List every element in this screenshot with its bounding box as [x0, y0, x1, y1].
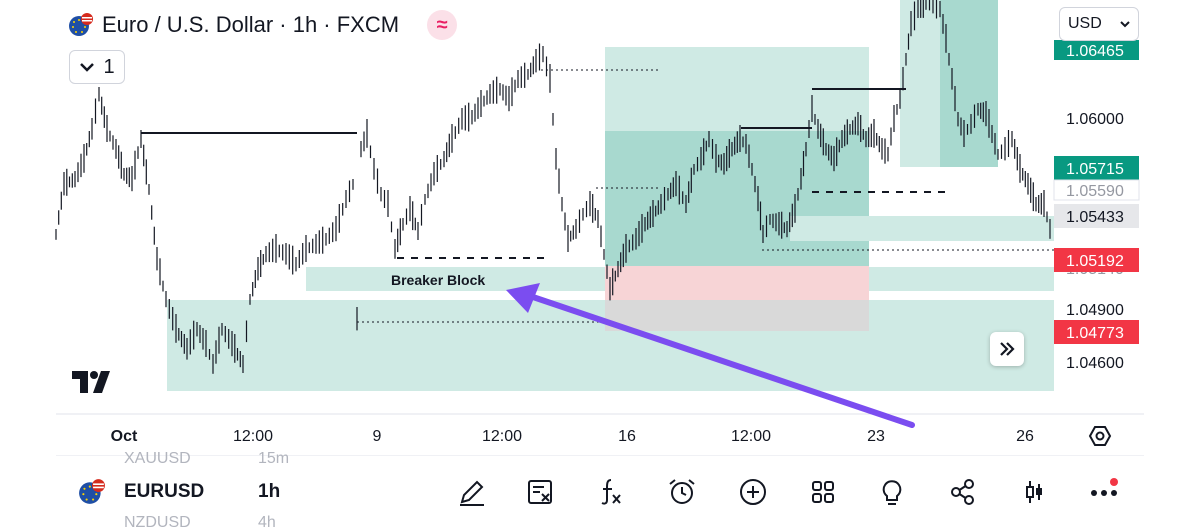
scroll-to-realtime-button[interactable] [990, 332, 1024, 366]
active-interval[interactable]: 1h [258, 481, 281, 502]
time-label-1200-a: 12:00 [233, 428, 273, 445]
annotation-arrow-head [506, 283, 540, 313]
function-icon [601, 479, 621, 505]
breaker-block-label: Breaker Block [391, 272, 485, 288]
candlestick-icon [1026, 481, 1042, 503]
clear-drawings-icon [528, 480, 552, 504]
long-position-stop-zone [605, 266, 869, 300]
indicator-collapse-button[interactable]: 1 [69, 50, 125, 84]
market-status-icon[interactable]: ≈ [427, 10, 458, 40]
ghost-symbol-top: XAUUSD [124, 450, 191, 467]
price-badge-2: 1.05715 [1066, 161, 1124, 178]
pencil-icon [460, 480, 484, 506]
tradingview-logo-icon [72, 371, 110, 393]
alert-icon [669, 479, 695, 504]
price-badge-6-bg [1054, 320, 1139, 344]
ghost-interval-top: 15m [258, 450, 290, 467]
chart-settings-icon[interactable] [1088, 426, 1112, 446]
remove-drawings-button[interactable] [522, 474, 558, 510]
time-label-16: 16 [618, 428, 636, 445]
ghost-interval-bottom: 4h [258, 514, 276, 527]
time-label-23: 23 [867, 428, 885, 445]
eurusd-flag-icon [79, 479, 105, 504]
time-label-oct: Oct [111, 428, 138, 445]
price-label-2: 1.04900 [1066, 302, 1124, 319]
upper-right-zone-light [900, 0, 940, 167]
chevron-down-icon [80, 63, 95, 72]
chart-header[interactable]: Euro / U.S. Dollar · 1h · FXCM ≈ [68, 10, 458, 40]
neutral-zone [605, 300, 869, 331]
right-band [790, 216, 1054, 241]
eurusd-flag-icon [69, 13, 93, 36]
active-symbol[interactable]: EURUSD 1h [78, 478, 280, 506]
time-label-1200-b: 12:00 [482, 428, 522, 445]
price-candles [55, 0, 1051, 374]
add-icon [740, 479, 766, 505]
ideas-button[interactable] [874, 474, 910, 510]
layout-grid-icon [812, 481, 834, 503]
price-badge-4: 1.05433 [1066, 209, 1124, 226]
time-label-26: 26 [1016, 428, 1034, 445]
share-button[interactable] [945, 474, 981, 510]
ghost-symbol-bottom: NZDUSD [124, 514, 191, 527]
double-chevron-right-icon [1000, 342, 1015, 356]
price-label-1: 1.06000 [1066, 111, 1124, 128]
price-label-3: 1.04600 [1066, 355, 1124, 372]
price-badge-3: 1.05590 [1066, 183, 1124, 200]
price-badge-1-bg [1054, 40, 1139, 60]
price-badge-2-bg [1054, 156, 1139, 180]
more-icon [1091, 490, 1117, 496]
price-badge-3-bg [1053, 179, 1140, 201]
price-badge-4-bg [1054, 204, 1139, 228]
chevron-down-icon [1120, 20, 1130, 27]
price-badge-5-bg [1054, 248, 1139, 272]
active-symbol-name: EURUSD [124, 481, 205, 502]
indicator-count: 1 [103, 55, 115, 78]
currency-select[interactable]: USD [1059, 7, 1139, 41]
more-button[interactable] [1086, 474, 1122, 510]
symbol-title[interactable]: Euro / U.S. Dollar · 1h · FXCM [102, 12, 400, 37]
add-button[interactable] [735, 474, 771, 510]
alert-button[interactable] [664, 474, 700, 510]
time-label-1200-c: 12:00 [731, 428, 771, 445]
chart-type-button[interactable] [1016, 474, 1052, 510]
bottom-toolbar [0, 456, 1200, 527]
time-label-9: 9 [373, 428, 382, 445]
annotation-arrow-shaft [527, 293, 915, 428]
lightbulb-icon [882, 480, 902, 505]
indicators-button[interactable] [593, 474, 629, 510]
long-position-entry-zone [605, 131, 869, 266]
price-badge-5: 1.05192 [1066, 253, 1124, 270]
notification-dot [1110, 478, 1118, 486]
currency-value: USD [1068, 15, 1102, 32]
price-badge-6: 1.04773 [1066, 325, 1124, 342]
draw-tool-button[interactable] [454, 474, 490, 510]
share-icon [951, 479, 974, 505]
layout-button[interactable] [805, 474, 841, 510]
price-badge-1: 1.06465 [1066, 43, 1124, 60]
